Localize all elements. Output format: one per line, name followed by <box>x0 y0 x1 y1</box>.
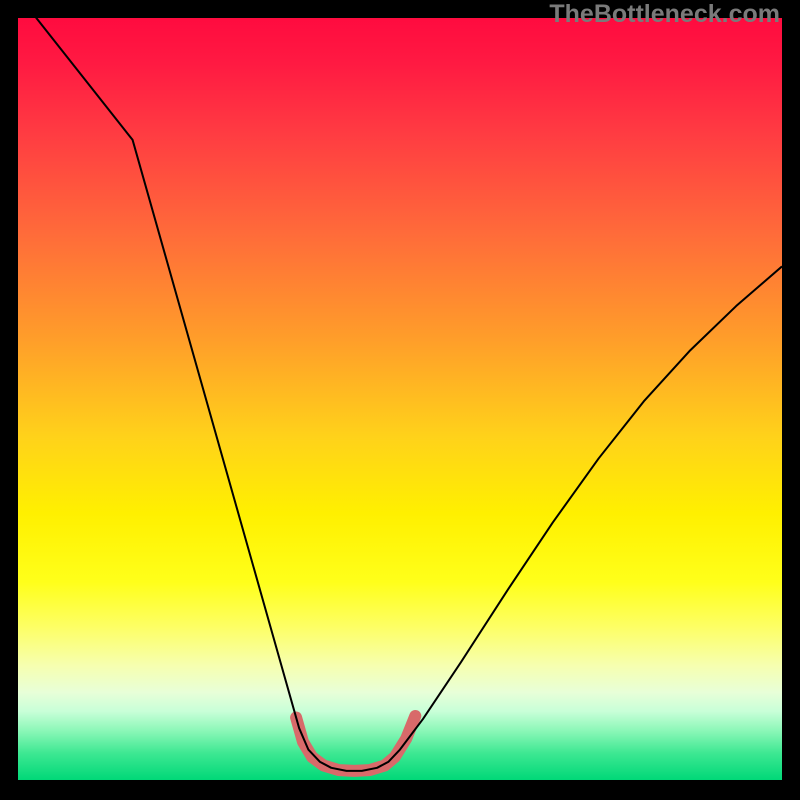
chart-plot-area <box>18 18 782 780</box>
gradient-background <box>18 18 782 780</box>
chart-svg <box>18 18 782 780</box>
watermark-text: TheBottleneck.com <box>549 0 780 29</box>
